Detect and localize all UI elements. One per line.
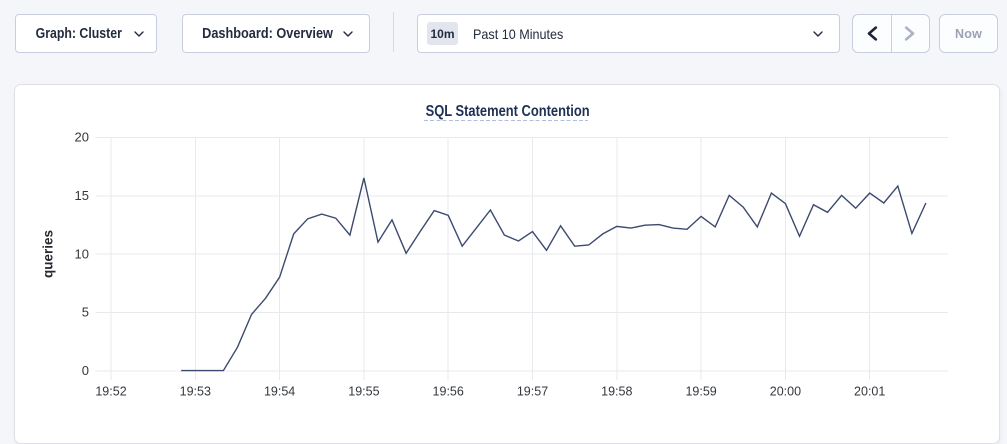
svg-text:19:57: 19:57 <box>517 385 548 399</box>
svg-text:19:58: 19:58 <box>601 385 632 399</box>
svg-text:20:00: 20:00 <box>770 385 801 399</box>
svg-text:19:54: 19:54 <box>264 385 295 399</box>
svg-text:20:01: 20:01 <box>854 385 885 399</box>
svg-text:queries: queries <box>41 230 56 278</box>
svg-text:5: 5 <box>82 305 89 320</box>
svg-text:10: 10 <box>75 246 89 261</box>
svg-text:15: 15 <box>75 188 89 203</box>
svg-text:19:56: 19:56 <box>433 385 464 399</box>
svg-text:19:59: 19:59 <box>685 385 716 399</box>
svg-text:0: 0 <box>82 363 89 378</box>
svg-text:20: 20 <box>75 130 89 145</box>
svg-text:19:55: 19:55 <box>348 385 379 399</box>
svg-text:19:53: 19:53 <box>180 385 211 399</box>
svg-text:19:52: 19:52 <box>95 385 126 399</box>
